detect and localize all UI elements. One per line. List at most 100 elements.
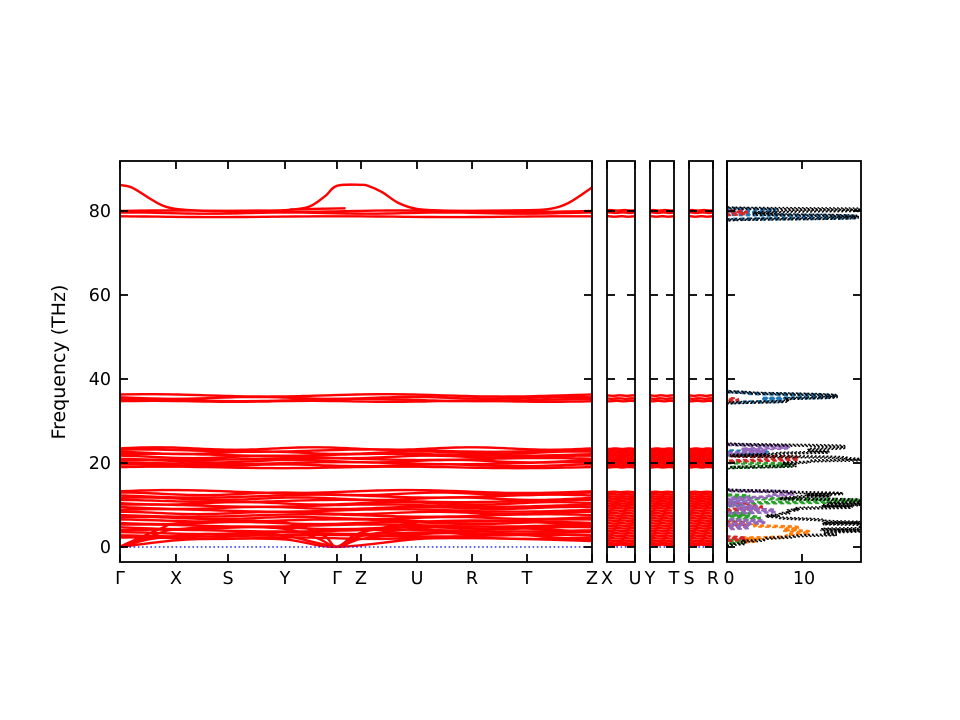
band-line: [607, 536, 636, 540]
band-line: [606, 399, 635, 403]
frequency-tick-label: 0: [100, 538, 111, 558]
band-line: [119, 465, 593, 470]
band-line: [607, 509, 635, 513]
band-line: [119, 513, 593, 518]
band-line: [689, 534, 713, 538]
band-line: [607, 521, 635, 525]
frequency-tick-label: 40: [89, 370, 111, 390]
kpoint-label: Γ: [115, 569, 125, 589]
band-line: [688, 449, 713, 453]
band-line: [688, 506, 713, 510]
kpoint-label: T: [521, 569, 533, 589]
band-line: [689, 497, 714, 501]
frequency-tick-label: 20: [89, 454, 111, 474]
band-line: [649, 506, 674, 510]
band-line: [650, 531, 675, 535]
band-line: [689, 536, 714, 540]
band-line: [606, 502, 635, 505]
band-line: [607, 465, 635, 469]
band-line: [606, 514, 635, 518]
band-line: [650, 524, 675, 528]
kpoint-label: R: [466, 569, 478, 589]
band-line: [650, 541, 675, 545]
band-line: [607, 531, 636, 535]
band-line: [606, 447, 635, 451]
band-line: [606, 539, 636, 543]
band-line: [689, 509, 713, 513]
dos-curves: [725, 162, 862, 562]
kpoint-label: T: [668, 569, 680, 589]
dos-xtick-label: 10: [793, 569, 815, 589]
band-line: [607, 459, 635, 463]
band-line: [606, 529, 635, 533]
band-line: [650, 465, 674, 469]
band-line: [689, 511, 713, 515]
kpoint-label: U: [411, 569, 424, 589]
band-line: [120, 211, 593, 215]
band-line: [606, 397, 635, 400]
band-line: [650, 511, 674, 515]
band-line: [649, 495, 675, 499]
band-line: [689, 215, 713, 218]
band-line: [649, 451, 674, 455]
band-line: [607, 394, 636, 397]
band-line: [119, 209, 593, 214]
kpoint-label: U: [629, 569, 642, 589]
kpoint-label: S: [683, 569, 694, 589]
band-line: [607, 457, 635, 461]
band-line: [688, 455, 713, 459]
band-line: [650, 504, 675, 508]
band-line: [606, 543, 636, 547]
band-line: [650, 394, 675, 397]
band-line: [689, 457, 713, 461]
band-line: [119, 452, 593, 458]
frequency-tick-label: 80: [89, 202, 111, 222]
band-line: [119, 536, 593, 541]
band-line: [650, 457, 674, 461]
main-axes-frame: [119, 160, 593, 563]
band-line: [606, 449, 635, 453]
band-line: [119, 493, 593, 499]
band-top-optical: [119, 183, 593, 213]
band-line: [606, 453, 636, 457]
band-line: [607, 497, 636, 501]
dos-xtick-label: 0: [723, 569, 734, 589]
band-line: [120, 523, 593, 528]
band-line: [119, 508, 593, 513]
axes-frames: [119, 160, 862, 563]
frequency-tick-label: 60: [89, 286, 111, 306]
band-line: [607, 215, 635, 218]
band-line: [607, 524, 636, 528]
band-line: [688, 495, 714, 499]
kpoint-label: Y: [279, 569, 291, 589]
band-line: [650, 509, 674, 513]
band-line: [649, 502, 674, 505]
band-line: [689, 521, 713, 525]
kpoint-label: Y: [644, 569, 656, 589]
band-lo-branch-gamma: [289, 207, 346, 211]
band-line: [688, 397, 713, 400]
band-line: [120, 461, 593, 466]
band-line: [650, 536, 675, 540]
band-line: [120, 215, 592, 219]
band-line: [689, 524, 714, 528]
band-line: [606, 463, 636, 467]
band-line: [650, 521, 674, 525]
band-line: [650, 211, 675, 215]
band-line: [650, 499, 674, 503]
band-line: [607, 499, 635, 503]
band-line: [649, 453, 675, 457]
band-line: [649, 516, 675, 520]
band-line: [607, 490, 635, 494]
band-line: [606, 526, 635, 530]
band-line: [607, 511, 635, 515]
band-line: [650, 215, 674, 218]
band-line: [649, 529, 674, 533]
band-line: [607, 492, 636, 496]
band-line: [689, 541, 714, 545]
kpoint-label: S: [222, 569, 233, 589]
band-line: [119, 533, 593, 538]
band-line: [606, 516, 636, 520]
